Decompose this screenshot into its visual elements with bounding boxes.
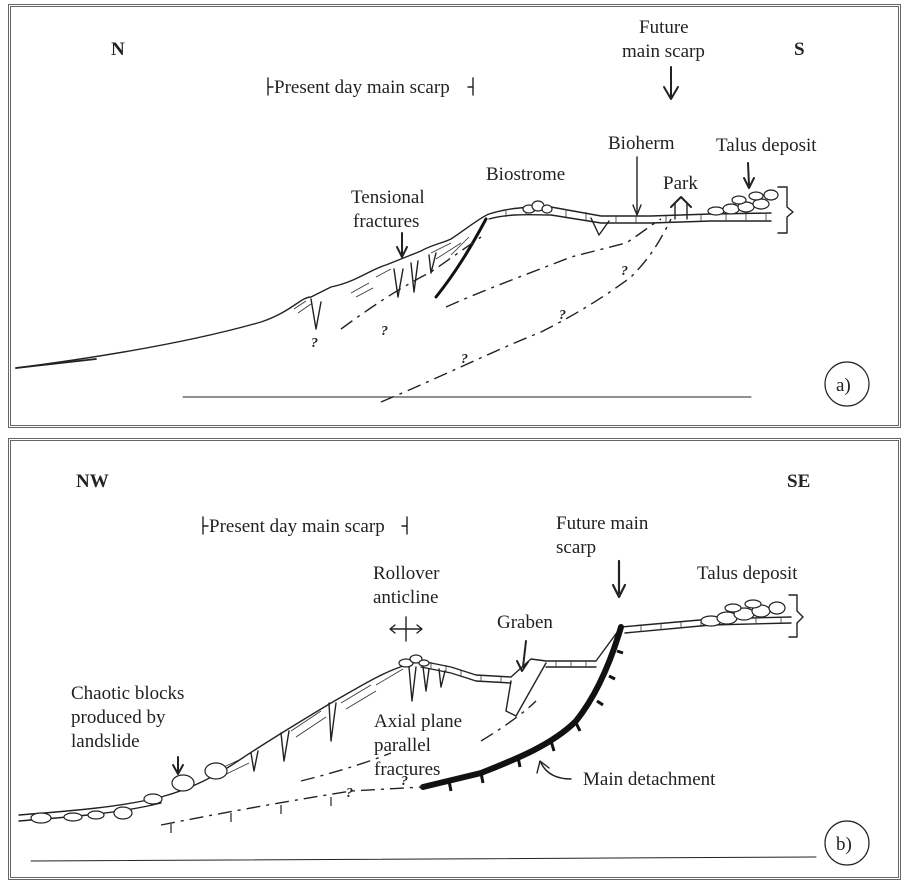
rollover-label-2: anticline [373, 587, 438, 608]
graben-arrow-icon [516, 640, 529, 672]
chaotic-label-2: produced by [71, 707, 166, 728]
biostrome-blocks [522, 200, 553, 214]
tensional-label-2: fractures [353, 211, 419, 232]
base-line-b [30, 856, 817, 862]
chaotic-label-1: Chaotic blocks [71, 683, 184, 704]
panel-a: N S Present day main scarp Future main s… [8, 4, 901, 428]
future-scarp-label-2: scarp [556, 537, 596, 558]
park-label: Park [663, 173, 698, 194]
question-mark: ? [559, 308, 566, 323]
rollover-label-1: Rollover [373, 563, 440, 584]
question-mark: ? [381, 324, 388, 339]
detachment-ticks [170, 797, 332, 833]
rollover-blocks [398, 654, 430, 668]
main-detachment-label: Main detachment [583, 769, 716, 790]
panel-a-drawing: N S Present day main scarp Future main s… [15, 17, 870, 407]
direction-southeast: SE [787, 471, 810, 492]
chaotic-arrow-icon [172, 756, 184, 775]
bioherm-arrow-icon [632, 156, 642, 216]
panel-a-label: a) [836, 375, 851, 396]
park-icon [670, 196, 692, 220]
panel-a-label-circle [824, 361, 870, 407]
future-scarp-arrow-icon [663, 66, 679, 100]
tensional-label-1: Tensional [351, 187, 425, 208]
future-scarp-label-1: Future [639, 17, 689, 38]
chaotic-blocks [30, 762, 228, 824]
panel-b-label-circle [824, 820, 870, 866]
detachment-lines-b [160, 700, 537, 826]
svg-text:Present day main scarp: Present day main scarp [274, 77, 450, 98]
bioherm-label: Bioherm [608, 133, 675, 154]
detachment-lines-a [340, 218, 672, 403]
svg-text:Present day main scarp: Present day main scarp [209, 516, 385, 537]
rollover-anticline-icon [389, 616, 423, 642]
main-detachment-fault [420, 624, 624, 792]
biostrome-label: Biostrome [486, 164, 565, 185]
tensional-arrow-icon [396, 232, 408, 258]
talus-blocks [700, 599, 786, 627]
chaotic-label-3: landslide [71, 731, 140, 752]
talus-label: Talus deposit [697, 563, 798, 584]
graben-label: Graben [497, 612, 553, 633]
present-scarp-label: Present day main scarp [267, 77, 474, 98]
question-mark: ? [311, 336, 318, 351]
talus-arrow-icon [743, 162, 755, 189]
axial-label-3: fractures [374, 759, 440, 780]
question-mark: ? [401, 774, 408, 789]
panel-b-drawing: NW SE Present day main scarp Future main… [18, 471, 870, 866]
talus-blocks [707, 189, 779, 216]
panel-b: NW SE Present day main scarp Future main… [8, 438, 901, 880]
direction-northwest: NW [76, 471, 109, 492]
tensional-fractures [293, 236, 470, 330]
future-scarp-label-1: Future main [556, 513, 649, 534]
axial-label-2: parallel [374, 735, 431, 756]
talus-label: Talus deposit [716, 135, 817, 156]
direction-north: N [111, 39, 125, 60]
future-scarp-arrow-icon [611, 559, 627, 599]
main-detachment-arrow-icon [536, 760, 572, 780]
future-scarp-label-2: main scarp [622, 41, 705, 62]
surface-profile-a [15, 186, 794, 369]
axial-label-1: Axial plane [374, 711, 462, 732]
panel-b-label: b) [836, 834, 852, 855]
direction-south: S [794, 39, 805, 60]
question-mark: ? [621, 264, 628, 279]
axial-plane-fractures [210, 666, 472, 780]
question-mark: ? [346, 786, 353, 801]
question-mark: ? [461, 352, 468, 367]
present-scarp-label: Present day main scarp [202, 516, 408, 537]
